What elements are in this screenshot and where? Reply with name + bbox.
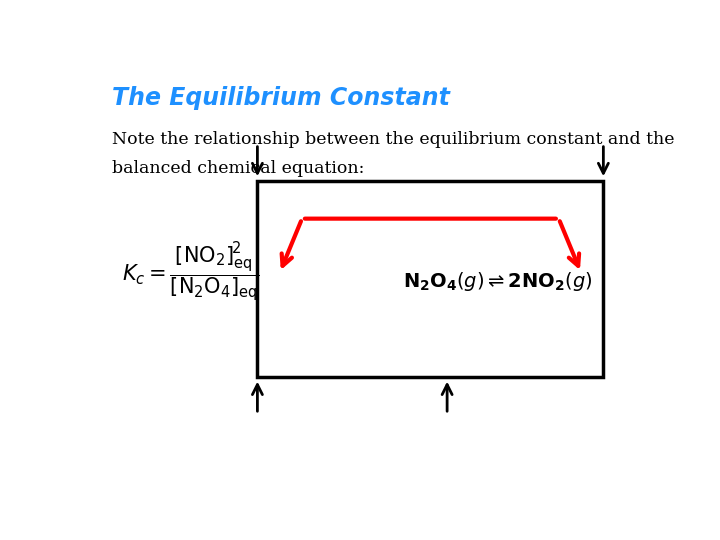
Text: balanced chemical equation:: balanced chemical equation: [112,160,365,178]
Text: Note the relationship between the equilibrium constant and the: Note the relationship between the equili… [112,131,675,148]
Bar [258,181,603,377]
Text: The Equilibrium Constant: The Equilibrium Constant [112,85,450,110]
Text: $K_c = \dfrac{\left[\mathrm{NO_2}\right]^{\!2}_{\mathrm{eq}}}{\left[\mathrm{N_2O: $K_c = \dfrac{\left[\mathrm{NO_2}\right]… [122,241,259,305]
Text: $\mathbf{N_2O_4}(g) \rightleftharpoons \mathbf{2NO_2}(g)$: $\mathbf{N_2O_4}(g) \rightleftharpoons \… [402,269,592,293]
